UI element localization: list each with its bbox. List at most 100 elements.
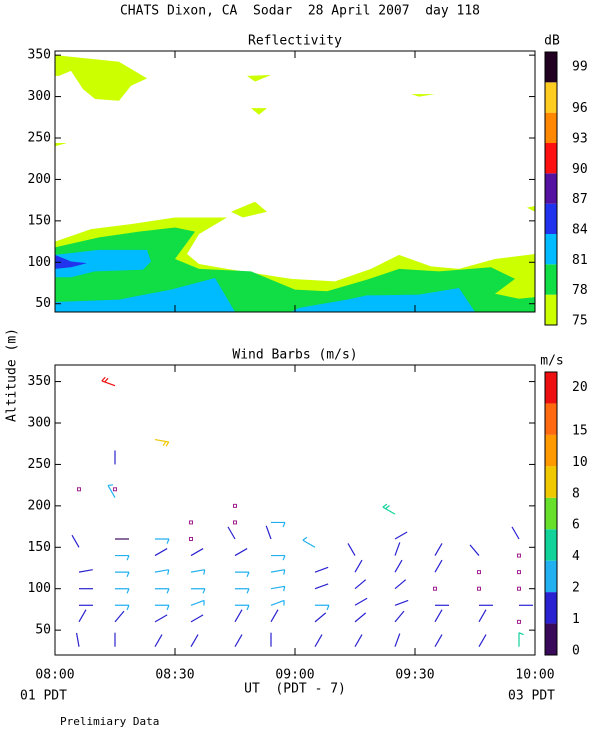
- wind-barb: [354, 559, 363, 573]
- calm-marker: [517, 570, 521, 575]
- wind-barb: [478, 634, 487, 648]
- wind-barb: [235, 604, 250, 611]
- colorbar-band: [545, 173, 557, 204]
- wind-barb: [511, 526, 520, 540]
- y-tick-label: 200: [28, 172, 51, 187]
- contour-region: [55, 55, 147, 101]
- wind-barb: [114, 610, 125, 623]
- wind-barb: [154, 569, 170, 575]
- wind-barb: [394, 542, 401, 556]
- colorbar-title: m/s: [540, 354, 563, 369]
- colorbar-band: [545, 112, 557, 143]
- wind-barb: [78, 609, 87, 623]
- colorbar-label: 96: [572, 101, 588, 116]
- y-tick-label: 150: [28, 540, 51, 555]
- plot-title: Reflectivity: [248, 34, 342, 49]
- y-tick-label: 150: [28, 213, 51, 228]
- contour-region: [55, 249, 151, 278]
- colorbar-label: 2: [572, 581, 580, 596]
- colorbar-band: [545, 466, 557, 498]
- contour-region: [55, 278, 235, 312]
- wind-barb: [265, 525, 272, 540]
- wind-barb: [270, 569, 286, 575]
- wind-barb: [347, 543, 356, 556]
- contour-region: [55, 254, 87, 269]
- x-tick-label: 09:00: [275, 668, 314, 683]
- colorbar-label: 75: [572, 314, 588, 329]
- y-tick-label: 300: [28, 416, 51, 431]
- colorbar-label: 84: [572, 223, 588, 238]
- wind-barb: [155, 604, 170, 611]
- wind-barb: [101, 376, 116, 387]
- wind-barb: [190, 614, 204, 623]
- x-tick-label: 10:00: [515, 668, 554, 683]
- colorbar-label: 99: [572, 60, 588, 75]
- colorbar-band: [545, 234, 557, 265]
- wind-barb: [314, 583, 329, 590]
- colorbar-label: 93: [572, 132, 588, 147]
- wind-barb: [302, 536, 316, 548]
- wind-barb: [270, 599, 285, 606]
- wind-barb: [154, 614, 168, 623]
- x-tick-label: 08:30: [155, 668, 194, 683]
- contour-region: [411, 94, 435, 97]
- wind-barb: [270, 585, 286, 592]
- wind-barb: [469, 544, 480, 556]
- colorbar-label: 1: [572, 612, 580, 627]
- page-title: CHATS Dixon, CA Sodar 28 April 2007 day …: [120, 4, 480, 19]
- y-tick-label: 300: [28, 89, 51, 104]
- y-tick-label: 200: [28, 498, 51, 513]
- wind-barb: [382, 503, 396, 515]
- colorbar-label: 0: [572, 644, 580, 659]
- wind-barb: [434, 634, 443, 648]
- wind-barb: [115, 554, 130, 561]
- colorbar-label: 15: [572, 423, 588, 438]
- colorbar-band: [545, 623, 557, 655]
- wind-barb: [271, 521, 286, 528]
- wind-barb: [78, 569, 93, 573]
- contour-region: [231, 201, 267, 218]
- calm-marker: [517, 553, 521, 558]
- contour-region: [527, 205, 535, 212]
- wind-barb: [234, 609, 243, 623]
- x-tick-label: 09:30: [395, 668, 434, 683]
- colorbar-label: 87: [572, 192, 588, 207]
- y-tick-label: 350: [28, 374, 51, 389]
- wind-barb: [190, 634, 199, 648]
- contour-region: [291, 287, 475, 312]
- wind-barb: [234, 634, 243, 648]
- contour-region: [247, 75, 271, 82]
- calm-marker: [189, 520, 193, 525]
- wind-barb: [434, 543, 443, 556]
- colorbar-band: [545, 529, 557, 561]
- colorbar-label: 90: [572, 162, 588, 177]
- wind-barb: [434, 559, 443, 573]
- calm-marker: [189, 537, 193, 541]
- wind-barb: [154, 634, 163, 648]
- wind-barb: [394, 610, 405, 623]
- colorbar-label: 81: [572, 253, 588, 268]
- colorbar-band: [545, 52, 557, 83]
- wind-barb: [394, 559, 403, 573]
- wind-barb: [115, 588, 130, 594]
- y-tick-label: 50: [35, 296, 51, 311]
- colorbar-frame: [544, 371, 558, 656]
- calm-marker: [517, 619, 521, 624]
- y-tick-label: 250: [28, 457, 51, 472]
- colorbar-band: [545, 434, 557, 467]
- wind-barb: [155, 588, 170, 594]
- colorbar-label: 8: [572, 486, 580, 501]
- colorbar-label: 20: [572, 380, 588, 395]
- wind-barb: [354, 634, 363, 648]
- note: Prelimiary Data: [60, 715, 159, 728]
- calm-marker: [477, 586, 481, 591]
- wind-barb: [191, 588, 206, 594]
- wind-barb: [314, 612, 327, 623]
- wind-barb: [314, 566, 329, 573]
- y-tick-label: 350: [28, 48, 51, 63]
- colorbar-band: [545, 203, 557, 234]
- wind-barb: [107, 484, 116, 498]
- colorbar-band: [545, 82, 557, 113]
- colorbar-band: [545, 497, 557, 530]
- wind-barb: [354, 612, 367, 623]
